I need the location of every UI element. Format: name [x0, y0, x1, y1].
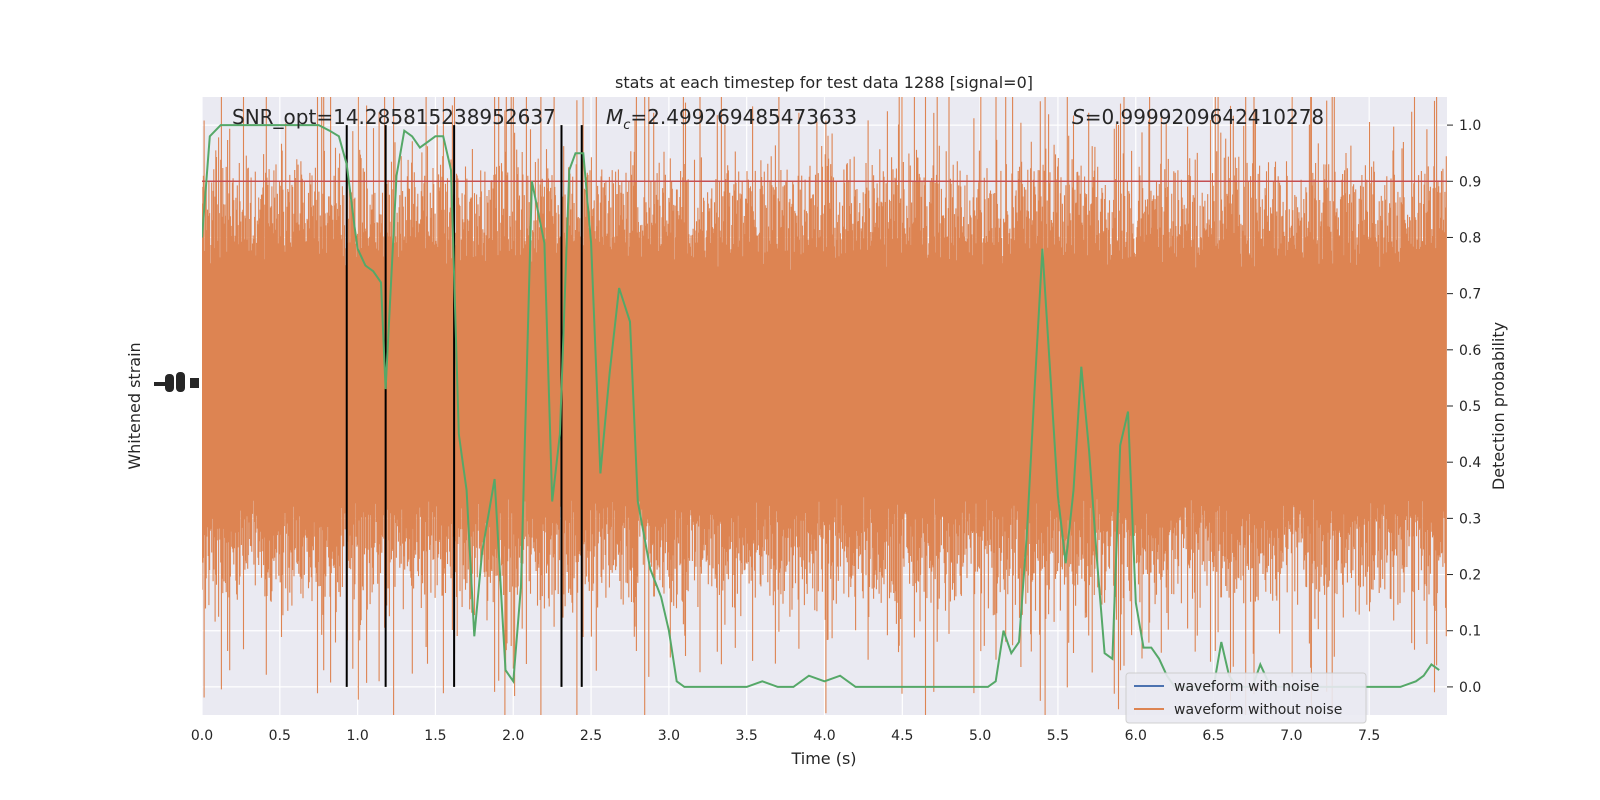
detection-probability-line	[202, 124, 1440, 688]
x-tick-label: 2.5	[580, 728, 602, 744]
x-axis-label: Time (s)	[790, 749, 856, 768]
y-tick-label: 0.0	[1459, 680, 1481, 696]
x-tick-label: 1.0	[346, 728, 368, 744]
x-tick-label: 6.0	[1125, 728, 1147, 744]
y-axis-label-right: Detection probability	[1489, 322, 1508, 490]
x-tick-label: 3.5	[736, 728, 758, 744]
y-tick-label: 0.6	[1459, 343, 1481, 359]
y-tick-label: 0.5	[1459, 399, 1481, 415]
annotation-s: S=0.9999209642410278	[1072, 105, 1324, 129]
y-tick-label: 0.9	[1459, 174, 1481, 190]
y-tick-label: 0.3	[1459, 511, 1481, 527]
legend-label-noise: waveform with noise	[1174, 679, 1319, 695]
x-tick-label: 4.5	[891, 728, 913, 744]
waveform-without-noise-trace	[202, 97, 1447, 715]
legend-label-clean: waveform without noise	[1174, 702, 1342, 718]
x-tick-labels: 0.0 0.5 1.0 1.5 2.0 2.5 3.0 3.5 4.0 4.5 5.0 5.5 6.0 6…	[191, 728, 1380, 744]
legend: waveform with noise waveform without noi…	[1125, 672, 1367, 724]
x-tick-label: 5.0	[969, 728, 991, 744]
y-axis-label-left: Whitened strain	[125, 342, 144, 469]
strain-series	[202, 97, 1447, 715]
x-tick-label: 6.5	[1202, 728, 1224, 744]
left-axis-overlapping-ticks	[154, 372, 199, 392]
annotation-snr: SNR_opt=14.285815238952637	[232, 105, 556, 129]
x-tick-label: 2.0	[502, 728, 524, 744]
x-tick-label: 0.0	[191, 728, 213, 744]
y-tick-label: 0.8	[1459, 230, 1481, 246]
annotation-mc: Mc=2.499269485473633	[606, 105, 857, 133]
x-tick-label: 7.0	[1280, 728, 1302, 744]
y-tick-labels: 0.0 0.1 0.2 0.3 0.4 0.5 0.6 0.7 0.8 0.9 1.0	[1447, 118, 1481, 696]
x-tick-label: 7.5	[1358, 728, 1380, 744]
x-tick-label: 1.5	[424, 728, 446, 744]
y-tick-label: 1.0	[1459, 118, 1481, 134]
x-tick-label: 4.0	[813, 728, 835, 744]
chart-title: stats at each timestep for test data 128…	[615, 73, 1033, 92]
y-tick-label: 0.4	[1459, 455, 1481, 471]
y-tick-label: 0.7	[1459, 287, 1481, 303]
x-tick-label: 5.5	[1047, 728, 1069, 744]
x-tick-label: 0.5	[269, 728, 291, 744]
x-tick-label: 3.0	[658, 728, 680, 744]
y-tick-label: 0.2	[1459, 568, 1481, 584]
y-tick-label: 0.1	[1459, 624, 1481, 640]
